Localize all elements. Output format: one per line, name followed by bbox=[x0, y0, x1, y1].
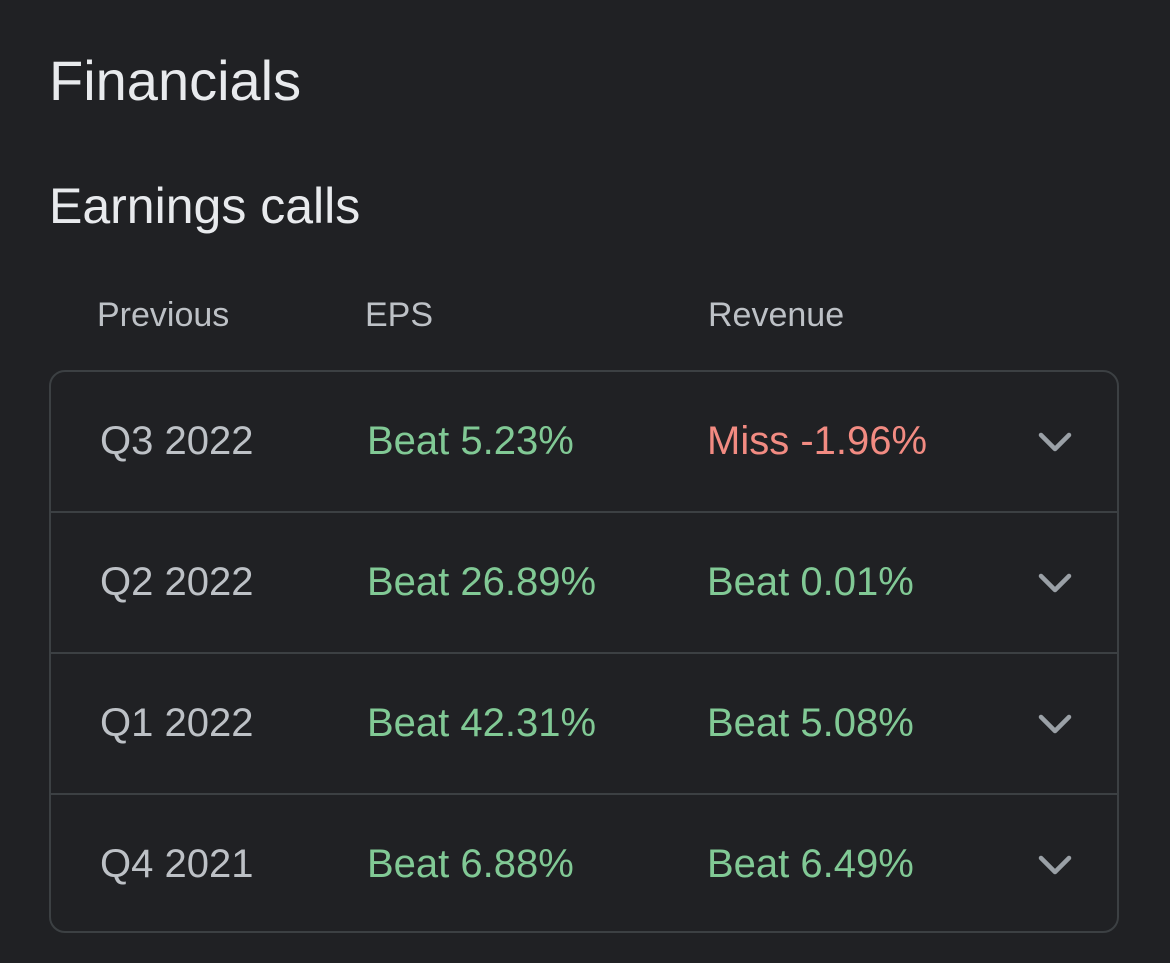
earnings-table: Q3 2022 Beat 5.23% Miss -1.96% Q2 2022 B… bbox=[49, 370, 1119, 933]
quarter-label: Q2 2022 bbox=[100, 560, 254, 604]
eps-result: Beat 42.31% bbox=[367, 701, 597, 745]
chevron-down-icon[interactable] bbox=[1035, 563, 1075, 603]
quarter-label: Q1 2022 bbox=[100, 701, 254, 745]
page-title: Financials bbox=[49, 49, 302, 112]
earnings-row[interactable]: Q3 2022 Beat 5.23% Miss -1.96% bbox=[51, 372, 1117, 513]
section-title: Earnings calls bbox=[49, 178, 361, 234]
eps-result: Beat 26.89% bbox=[367, 560, 597, 604]
column-header-revenue: Revenue bbox=[708, 296, 845, 334]
column-headers: Previous EPS Revenue bbox=[0, 292, 1170, 338]
chevron-down-icon[interactable] bbox=[1035, 845, 1075, 885]
quarter-label: Q4 2021 bbox=[100, 842, 254, 886]
column-header-eps: EPS bbox=[365, 296, 434, 334]
chevron-down-icon[interactable] bbox=[1035, 704, 1075, 744]
revenue-result: Beat 0.01% bbox=[707, 560, 914, 604]
revenue-result: Miss -1.96% bbox=[707, 419, 928, 463]
revenue-result: Beat 5.08% bbox=[707, 701, 914, 745]
chevron-down-icon[interactable] bbox=[1035, 422, 1075, 462]
earnings-row[interactable]: Q4 2021 Beat 6.88% Beat 6.49% bbox=[51, 795, 1117, 931]
earnings-row[interactable]: Q2 2022 Beat 26.89% Beat 0.01% bbox=[51, 513, 1117, 654]
revenue-result: Beat 6.49% bbox=[707, 842, 914, 886]
eps-result: Beat 5.23% bbox=[367, 419, 574, 463]
column-header-previous: Previous bbox=[97, 296, 230, 334]
quarter-label: Q3 2022 bbox=[100, 419, 254, 463]
earnings-row[interactable]: Q1 2022 Beat 42.31% Beat 5.08% bbox=[51, 654, 1117, 795]
eps-result: Beat 6.88% bbox=[367, 842, 574, 886]
